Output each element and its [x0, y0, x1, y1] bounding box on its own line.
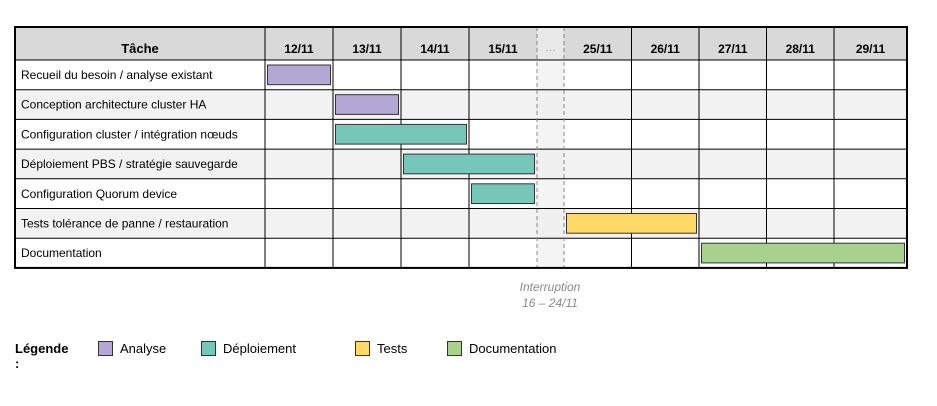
date-header: 14/11 — [420, 42, 450, 56]
task-name: Recueil du besoin / analyse existant — [21, 68, 213, 82]
gap-header: ··· — [546, 45, 556, 56]
task-bar — [701, 242, 905, 264]
date-header: 27/11 — [718, 42, 748, 56]
task-name: Configuration Quorum device — [21, 187, 177, 201]
task-bar — [471, 183, 535, 205]
task-bar — [566, 213, 697, 234]
date-header: 28/11 — [786, 42, 816, 56]
header-background — [15, 27, 907, 60]
legend-label-tests: Tests — [377, 341, 408, 356]
legend-label-documentation: Documentation — [469, 341, 557, 356]
date-header: 15/11 — [488, 42, 518, 56]
interruption-dates: 16 – 24/11 — [522, 296, 578, 310]
interruption-label: Interruption — [519, 280, 581, 294]
task-bar — [267, 64, 331, 86]
gap-column — [537, 27, 564, 268]
date-header: 26/11 — [651, 42, 681, 56]
date-header: 13/11 — [352, 42, 382, 56]
legend-swatch-analyse — [98, 341, 113, 356]
task-bar — [335, 94, 399, 115]
task-name: Documentation — [21, 246, 102, 260]
task-name: Tests tolérance de panne / restauration — [21, 217, 228, 231]
task-bar — [335, 123, 467, 145]
row-background — [15, 178, 907, 209]
legend-swatch-documentation — [447, 341, 462, 356]
task-name: Déploiement PBS / stratégie sauvegarde — [21, 157, 238, 171]
date-header: 25/11 — [583, 42, 613, 56]
date-header: 29/11 — [856, 42, 886, 56]
row-background — [15, 208, 907, 239]
task-header: Tâche — [121, 41, 159, 56]
task-bar — [403, 153, 535, 175]
legend-swatch-tests — [355, 341, 370, 356]
task-name: Configuration cluster / intégration nœud… — [21, 127, 238, 141]
legend-swatch-deploiement — [201, 341, 216, 356]
table-border — [14, 26, 908, 269]
legend-label-analyse: Analyse — [120, 341, 167, 356]
legend-title: Légende : — [15, 341, 69, 371]
row-background — [15, 60, 907, 90]
row-background — [15, 89, 907, 120]
task-name: Conception architecture cluster HA — [21, 98, 206, 112]
legend-label-deploiement: Déploiement — [223, 341, 296, 356]
date-header: 12/11 — [284, 42, 314, 56]
interruption-note: Interruption 16 – 24/11 — [490, 279, 610, 311]
